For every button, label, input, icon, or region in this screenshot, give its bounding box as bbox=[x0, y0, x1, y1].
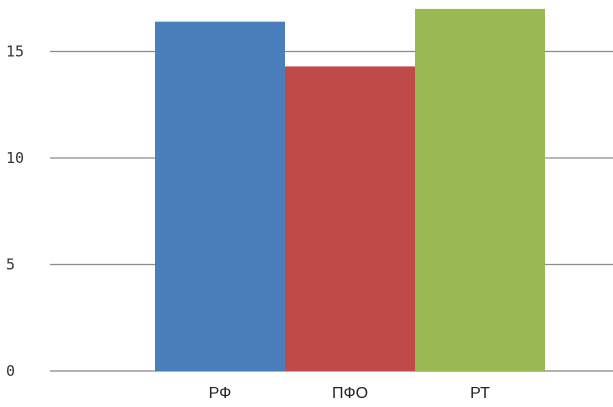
y-tick-label: 0 bbox=[6, 362, 15, 380]
bar-1 bbox=[155, 21, 285, 372]
y-tick-label: 15 bbox=[6, 43, 24, 61]
y-tick-label: 5 bbox=[6, 256, 15, 274]
x-category-label: РТ bbox=[470, 385, 490, 402]
y-tick-label: 10 bbox=[6, 149, 24, 167]
bars bbox=[155, 8, 545, 372]
bar-3 bbox=[415, 8, 545, 372]
bar-2 bbox=[285, 66, 415, 371]
x-axis-category-labels: РФ ПФО РТ bbox=[209, 385, 490, 402]
x-category-label: ПФО bbox=[332, 385, 368, 402]
y-axis-tick-labels: 0 5 10 15 bbox=[6, 43, 24, 381]
x-category-label: РФ bbox=[209, 385, 232, 402]
